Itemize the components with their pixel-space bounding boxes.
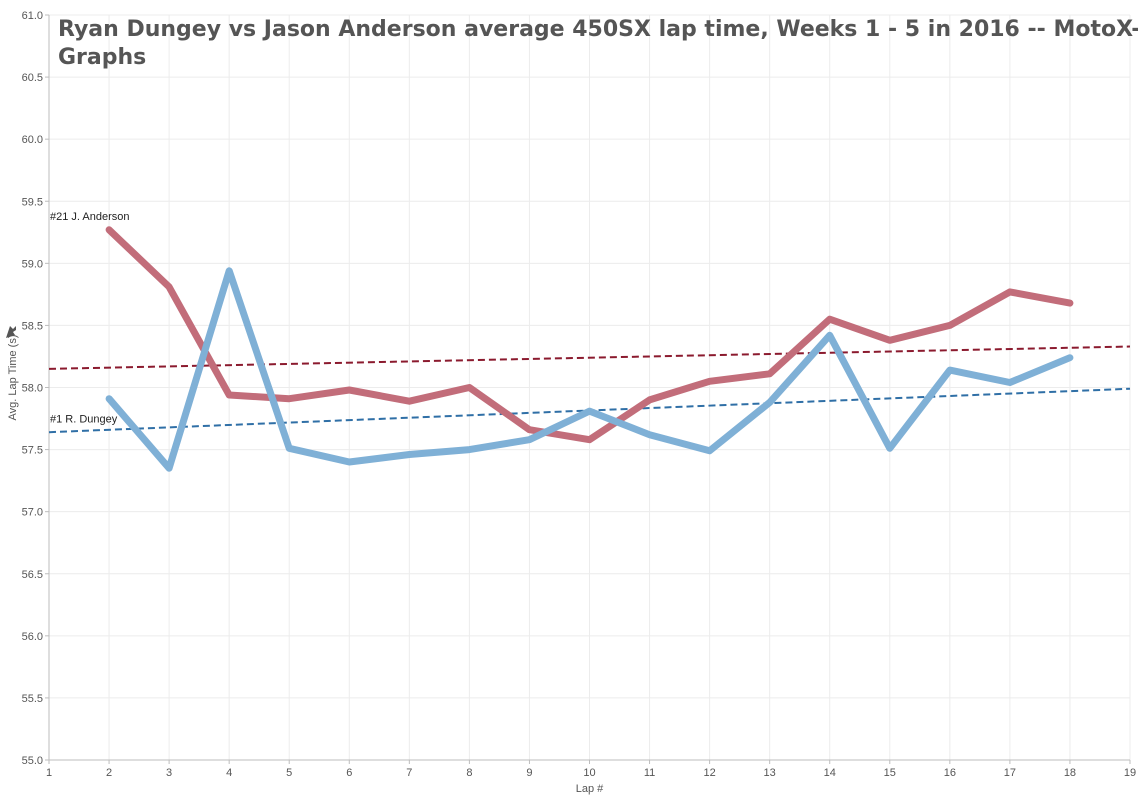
y-tick-label: 61.0 xyxy=(22,10,43,22)
x-tick-label: 13 xyxy=(764,767,776,779)
x-tick-label: 12 xyxy=(703,767,715,779)
trend-line-series-0 xyxy=(48,345,1131,370)
y-tick-label: 57.0 xyxy=(22,507,43,519)
y-tick-label: 58.0 xyxy=(22,383,43,395)
y-tick-label: 55.5 xyxy=(22,693,43,705)
y-tick-label: 59.5 xyxy=(22,196,43,208)
x-tick-label: 14 xyxy=(824,767,836,779)
series-label-anderson: #21 J. Anderson xyxy=(50,211,130,223)
x-axis-title: Lap # xyxy=(576,783,604,795)
x-tick-label: 16 xyxy=(944,767,956,779)
x-tick-label: 2 xyxy=(106,767,112,779)
x-tick-label: 17 xyxy=(1004,767,1016,779)
series-line-1[interactable] xyxy=(105,267,1074,472)
axes: 1 2 3 4 5 6 7 8 9 10 11 12 13 14 15 16 17 18 1955.055.556.… xyxy=(6,10,1136,795)
x-tick-label: 7 xyxy=(406,767,412,779)
x-tick-label: 5 xyxy=(286,767,292,779)
x-tick-label: 11 xyxy=(644,767,655,779)
x-tick-label: 3 xyxy=(166,767,172,779)
data-series xyxy=(105,226,1074,472)
y-tick-label: 57.5 xyxy=(22,445,43,457)
chart-title-line: Graphs xyxy=(58,45,146,70)
series-label-dungey: #1 R. Dungey xyxy=(50,413,118,425)
y-tick-label: 58.5 xyxy=(22,320,43,332)
x-tick-label: 15 xyxy=(884,767,896,779)
x-tick-label: 10 xyxy=(583,767,595,779)
y-tick-label: 60.0 xyxy=(22,134,43,146)
pin-icon xyxy=(6,326,16,338)
x-tick-label: 9 xyxy=(526,767,532,779)
series-labels: #21 J. Anderson #1 R. Dungey xyxy=(50,211,130,425)
x-tick-label: 18 xyxy=(1064,767,1076,779)
chart-title-group: Ryan Dungey vs Jason Anderson average 45… xyxy=(58,17,1138,70)
y-tick-label: 56.5 xyxy=(22,569,43,581)
x-tick-label: 1 xyxy=(46,767,52,779)
y-axis-title: Avg. Lap Time (s) xyxy=(7,335,19,421)
grid xyxy=(48,14,1131,761)
y-tick-label: 56.0 xyxy=(22,631,43,643)
chart-title-line: Ryan Dungey vs Jason Anderson average 45… xyxy=(58,17,1138,42)
x-tick-label: 6 xyxy=(346,767,352,779)
y-tick-label: 55.0 xyxy=(22,755,43,767)
x-tick-label: 4 xyxy=(226,767,232,779)
x-tick-label: 8 xyxy=(466,767,472,779)
x-tick-label: 19 xyxy=(1124,767,1136,779)
y-tick-label: 60.5 xyxy=(22,72,43,84)
y-tick-label: 59.0 xyxy=(22,258,43,270)
